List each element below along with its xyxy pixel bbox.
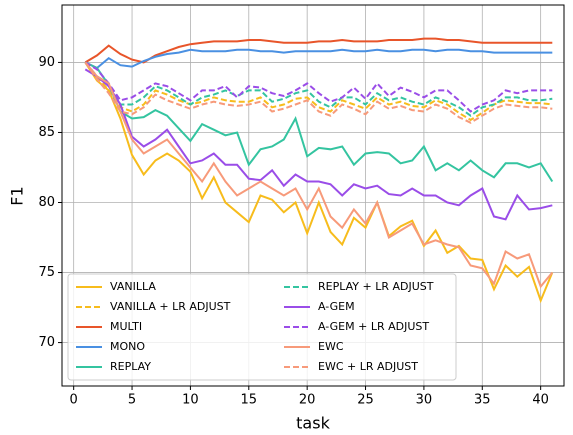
y-tick-label: 70 <box>38 335 55 350</box>
x-tick-label: 0 <box>70 393 78 408</box>
y-axis-label: F1 <box>8 186 27 205</box>
legend-label: VANILLA <box>110 280 156 293</box>
legend-label: A-GEM <box>318 300 355 313</box>
plot-frame <box>61 4 565 387</box>
series-line <box>84 61 553 124</box>
legend-label: EWC <box>318 340 344 353</box>
series-line <box>84 68 553 221</box>
y-tick-label: 75 <box>38 265 55 280</box>
series-line <box>84 61 554 304</box>
legend-label: VANILLA + LR ADJUST <box>110 300 231 313</box>
legend-label: MULTI <box>110 320 142 333</box>
series-line <box>84 61 554 183</box>
series-line <box>84 37 553 64</box>
legend-label: REPLAY + LR ADJUST <box>318 280 434 293</box>
series-line <box>84 61 553 117</box>
legend-box <box>67 273 457 381</box>
x-tick-label: 15 <box>241 393 258 408</box>
x-tick-label: 10 <box>182 393 199 408</box>
x-tick-label: 20 <box>299 393 316 408</box>
series-line <box>84 61 553 122</box>
legend-label: EWC + LR ADJUST <box>318 360 418 373</box>
series-line <box>84 48 553 70</box>
y-tick-label: 90 <box>38 55 55 70</box>
x-tick-label: 5 <box>128 393 136 408</box>
legend: VANILLA VANILLA + LR ADJUST MULTI MONO REPLA… <box>67 273 457 381</box>
x-tick-label: 35 <box>474 393 491 408</box>
series-line <box>84 61 554 289</box>
y-tick-label: 80 <box>38 195 55 210</box>
x-tick-label: 40 <box>532 393 549 408</box>
x-axis-label: task <box>296 414 330 433</box>
x-tick-label: 25 <box>357 393 374 408</box>
series-line <box>84 61 553 113</box>
x-tick-label: 30 <box>416 393 433 408</box>
legend-label: A-GEM + LR ADJUST <box>318 320 429 333</box>
legend-label: MONO <box>110 340 145 353</box>
legend-label: REPLAY <box>110 360 151 373</box>
y-tick-label: 85 <box>38 125 55 140</box>
